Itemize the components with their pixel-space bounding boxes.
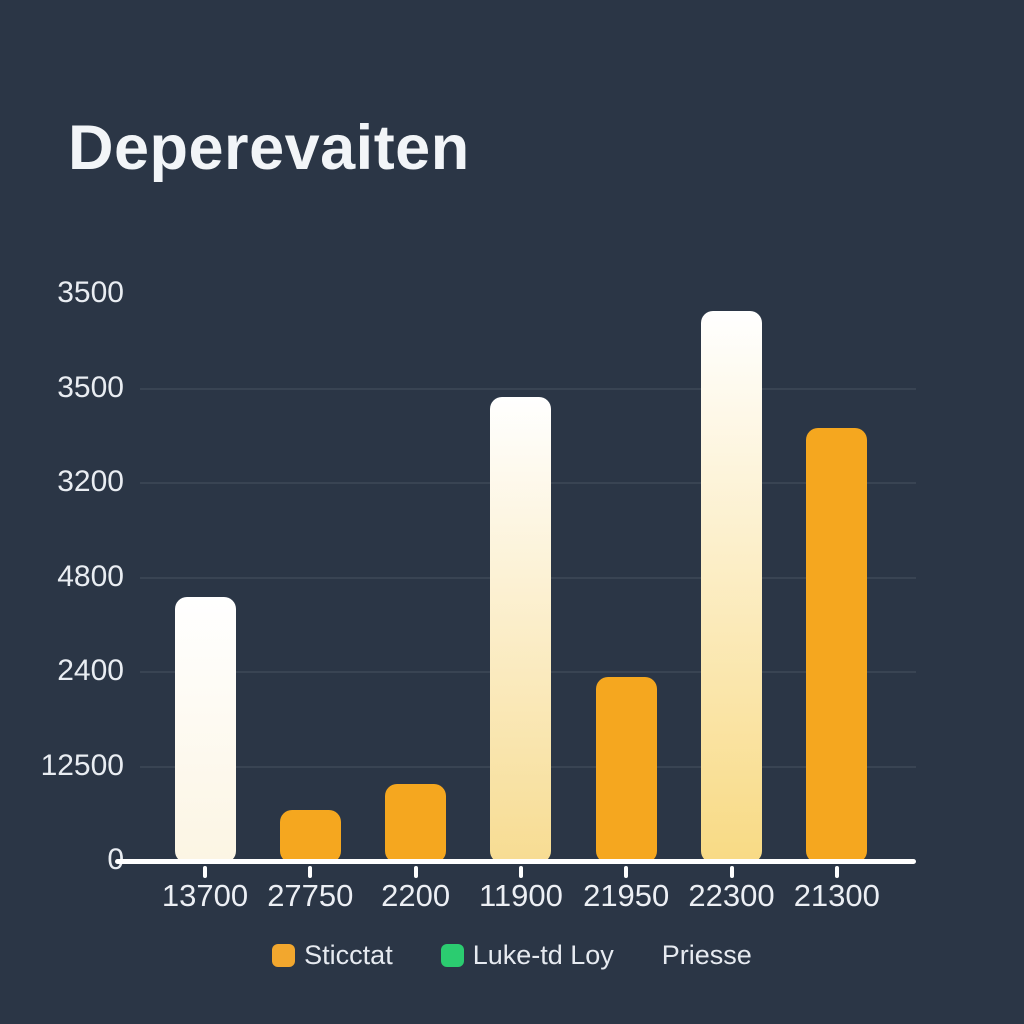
bar [279,809,341,863]
x-tick-label: 2200 [381,878,451,913]
legend-swatch-icon [272,944,296,967]
legend-label: Priesse [661,940,752,970]
x-tick-label: 11900 [478,878,563,913]
legend-label: Luke-td Loy [472,940,614,970]
y-tick-label: 0 [0,843,124,877]
x-tick-label: 27750 [267,878,354,913]
legend-item: Sticctat [272,940,393,971]
legend-item: Luke-td Loy [440,940,614,971]
gridline [140,387,916,390]
chart-title: Deperevaiten [68,113,470,183]
x-tick-label: 22300 [688,878,775,913]
bar [595,677,657,863]
x-tick [308,866,313,878]
x-tick [518,866,523,878]
bar [806,428,868,863]
x-tick [729,866,734,878]
y-tick-label: 3500 [57,370,124,404]
x-tick [203,866,207,878]
bar [385,783,447,863]
x-tick-label: 13700 [161,878,249,913]
x-tick [834,866,839,878]
y-tick-label: 3500 [57,276,124,309]
y-tick-label: 12500 [40,748,124,782]
legend-label: Sticctat [304,940,393,970]
x-tick-label: 21300 [793,878,880,913]
y-tick-label: 4800 [57,559,124,593]
y-tick-label: 3200 [57,465,124,498]
x-tick-label: 21950 [583,878,670,913]
x-axis-line [115,859,916,864]
bar [490,396,552,863]
legend: Sticctat Luke-td Loy Priesse [0,940,1024,971]
x-tick [624,866,629,878]
y-tick-label: 2400 [57,654,124,687]
legend-swatch-icon [440,944,464,967]
x-tick [413,866,418,878]
bar [701,311,762,863]
legend-item: Priesse [662,940,752,971]
bar [174,596,236,863]
